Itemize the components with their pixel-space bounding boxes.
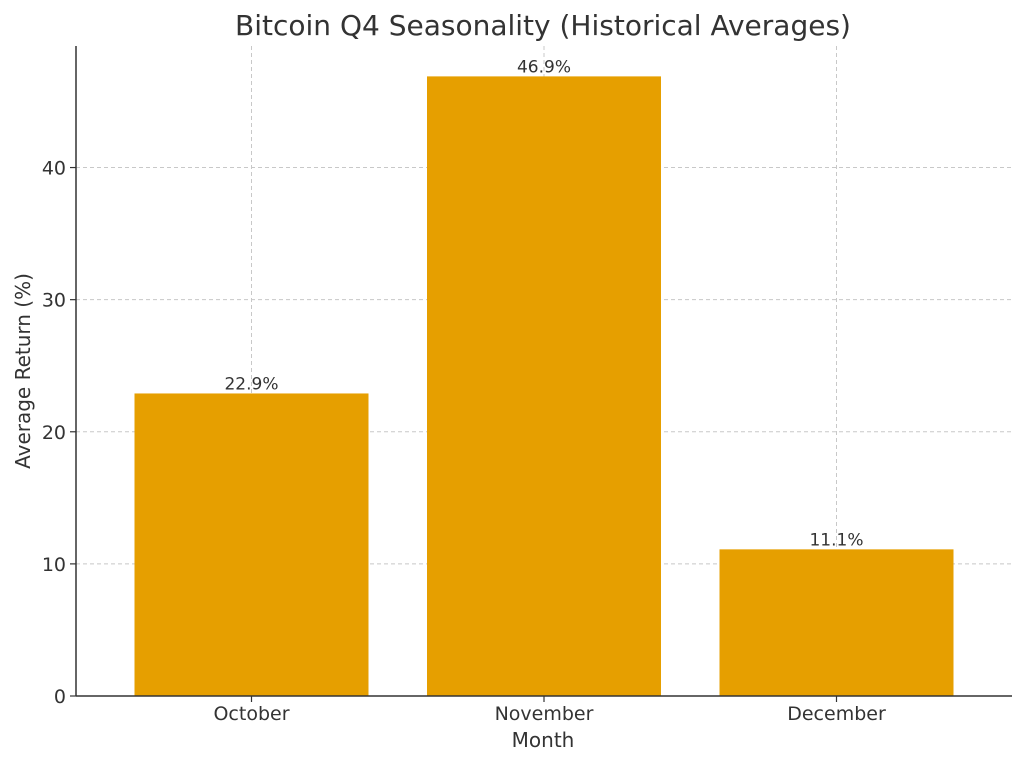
y-tick-label-0: 0 [54, 686, 66, 708]
data-label-october: 22.9% [224, 374, 278, 394]
bar-november [427, 76, 661, 697]
x-axis-label: Month [512, 728, 575, 752]
x-axis-ticks: October November December [213, 696, 886, 725]
data-label-december: 11.1% [809, 530, 863, 550]
y-tick-label-2: 20 [42, 422, 66, 444]
data-label-november: 46.9% [517, 57, 571, 77]
x-tick-label-october: October [213, 703, 289, 725]
y-tick-label-1: 10 [42, 554, 66, 576]
y-axis-ticks: 0 10 20 30 40 [42, 158, 76, 708]
y-tick-label-3: 30 [42, 290, 66, 312]
bars [134, 76, 954, 697]
y-axis-label: Average Return (%) [11, 273, 35, 469]
bar-december [719, 549, 954, 696]
data-labels: 22.9% 46.9% 11.1% [224, 57, 863, 550]
x-tick-label-december: December [787, 703, 886, 725]
y-tick-label-4: 40 [42, 158, 66, 180]
bar-october [134, 393, 369, 696]
chart-title: Bitcoin Q4 Seasonality (Historical Avera… [235, 9, 851, 42]
x-tick-label-november: November [495, 703, 594, 725]
